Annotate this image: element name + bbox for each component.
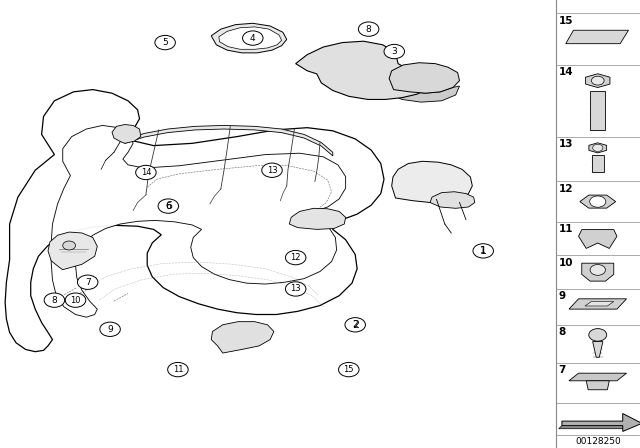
Polygon shape	[582, 263, 614, 281]
Text: 15: 15	[344, 365, 354, 374]
Polygon shape	[566, 30, 628, 43]
Text: 11: 11	[559, 224, 573, 234]
Text: 4: 4	[250, 34, 255, 43]
Polygon shape	[389, 86, 460, 102]
Circle shape	[158, 199, 179, 213]
Polygon shape	[559, 426, 623, 429]
Text: 8: 8	[559, 327, 566, 337]
Text: 5: 5	[163, 38, 168, 47]
Circle shape	[100, 322, 120, 336]
Circle shape	[77, 275, 98, 289]
Circle shape	[63, 241, 76, 250]
Polygon shape	[592, 155, 604, 172]
Text: 1: 1	[481, 246, 486, 255]
Circle shape	[136, 165, 156, 180]
Polygon shape	[296, 41, 430, 99]
Polygon shape	[48, 232, 97, 270]
Polygon shape	[562, 414, 640, 431]
Polygon shape	[51, 125, 346, 317]
Text: 9: 9	[559, 291, 566, 301]
Circle shape	[589, 196, 606, 207]
Text: 13: 13	[559, 139, 573, 149]
Polygon shape	[289, 208, 346, 229]
Text: 15: 15	[559, 16, 573, 26]
Polygon shape	[569, 373, 627, 381]
Polygon shape	[5, 90, 384, 352]
Text: 10: 10	[559, 258, 573, 267]
Circle shape	[262, 163, 282, 177]
Text: 7: 7	[85, 278, 90, 287]
Circle shape	[358, 22, 379, 36]
Polygon shape	[585, 302, 614, 306]
Polygon shape	[589, 143, 607, 153]
Polygon shape	[219, 27, 282, 49]
Text: 14: 14	[559, 67, 573, 77]
Text: 1: 1	[480, 246, 486, 256]
Polygon shape	[112, 125, 141, 143]
Polygon shape	[586, 74, 610, 87]
Polygon shape	[579, 229, 617, 248]
Circle shape	[155, 35, 175, 50]
Text: 11: 11	[173, 365, 183, 374]
Text: 8: 8	[366, 25, 371, 34]
Polygon shape	[389, 63, 460, 93]
Circle shape	[473, 244, 493, 258]
Circle shape	[345, 318, 365, 332]
Text: 12: 12	[291, 253, 301, 262]
Polygon shape	[430, 192, 475, 208]
Polygon shape	[211, 23, 287, 53]
Circle shape	[384, 44, 404, 59]
Polygon shape	[569, 299, 627, 309]
Text: 13: 13	[291, 284, 301, 293]
Polygon shape	[593, 341, 603, 358]
Circle shape	[339, 362, 359, 377]
Circle shape	[243, 31, 263, 45]
Polygon shape	[125, 125, 333, 156]
Circle shape	[168, 362, 188, 377]
Text: 2: 2	[351, 320, 359, 330]
Circle shape	[44, 293, 65, 307]
Text: 7: 7	[559, 365, 566, 375]
Text: 13: 13	[267, 166, 277, 175]
Text: 3: 3	[392, 47, 397, 56]
Text: 14: 14	[141, 168, 151, 177]
Circle shape	[285, 250, 306, 265]
Polygon shape	[586, 381, 609, 390]
Circle shape	[593, 144, 603, 151]
Polygon shape	[211, 322, 274, 353]
Text: 6: 6	[166, 202, 171, 211]
Polygon shape	[392, 161, 472, 202]
Text: 2: 2	[353, 320, 358, 329]
Circle shape	[285, 282, 306, 296]
Text: 9: 9	[108, 325, 113, 334]
Text: 12: 12	[559, 184, 573, 194]
Text: 00128250: 00128250	[575, 437, 621, 446]
Text: 10: 10	[70, 296, 81, 305]
Circle shape	[591, 76, 604, 85]
Text: 6: 6	[165, 201, 172, 211]
Circle shape	[590, 264, 605, 275]
Text: 8: 8	[52, 296, 57, 305]
Circle shape	[65, 293, 86, 307]
Polygon shape	[590, 91, 605, 130]
Polygon shape	[580, 195, 616, 208]
Circle shape	[589, 329, 607, 341]
